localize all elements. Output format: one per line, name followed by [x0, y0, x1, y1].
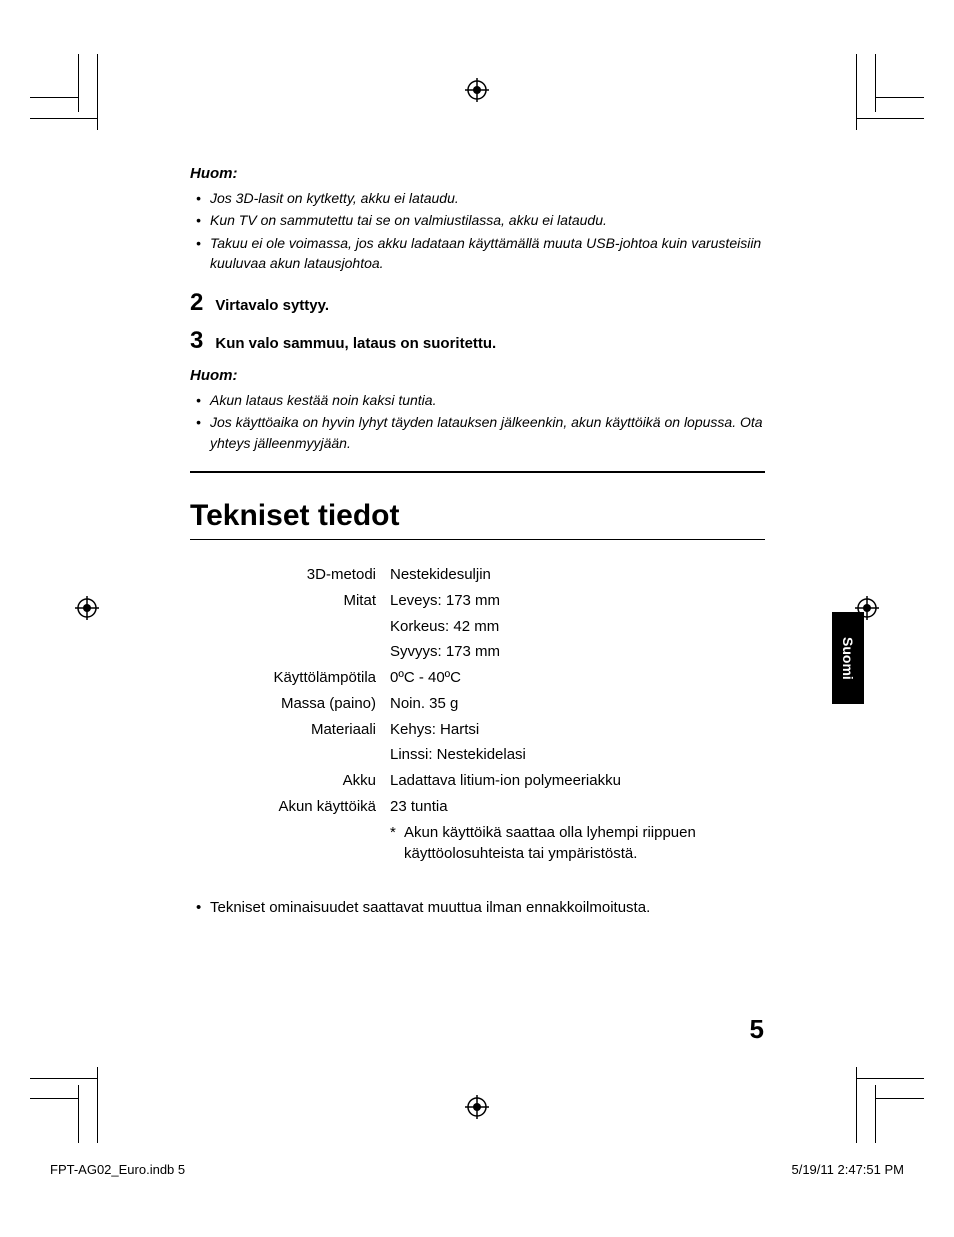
spec-value: Syvyys: 173 mm: [390, 641, 765, 667]
table-row: Akku Ladattava litium-ion polymeeriakku: [190, 770, 765, 796]
spec-value: Kehys: Hartsi: [390, 719, 765, 745]
note-item: Takuu ei ole voimassa, jos akku ladataan…: [190, 233, 765, 274]
spec-label: Käyttölämpötila: [190, 667, 390, 693]
table-row: 3D-metodi Nestekidesuljin: [190, 564, 765, 590]
language-tab: Suomi: [832, 612, 864, 704]
spec-value: 0ºC - 40ºC: [390, 667, 765, 693]
table-row: Korkeus: 42 mm: [190, 616, 765, 642]
step-text: Virtavalo syttyy.: [215, 297, 329, 314]
note-label: Huom:: [190, 165, 765, 182]
spec-value: Nestekidesuljin: [390, 564, 765, 590]
spec-value: Noin. 35 g: [390, 693, 765, 719]
note-item: Akun lataus kestää noin kaksi tuntia.: [190, 390, 765, 410]
registration-mark-icon: [75, 596, 99, 620]
spec-value: Ladattava litium-ion polymeeriakku: [390, 770, 765, 796]
note-item: Jos 3D-lasit on kytketty, akku ei lataud…: [190, 188, 765, 208]
spec-value: Leveys: 173 mm: [390, 590, 765, 616]
step: 2 Virtavalo syttyy.: [190, 291, 765, 315]
spec-label: Mitat: [190, 590, 390, 616]
step-number: 3: [190, 329, 203, 353]
final-note-list: Tekniset ominaisuudet saattavat muuttua …: [190, 899, 765, 916]
registration-mark-icon: [465, 1095, 489, 1119]
section-title: Tekniset tiedot: [190, 499, 765, 533]
note-list: Jos 3D-lasit on kytketty, akku ei lataud…: [190, 188, 765, 273]
note-item: Jos käyttöaika on hyvin lyhyt täyden lat…: [190, 412, 765, 453]
note-item: Kun TV on sammutettu tai se on valmiusti…: [190, 210, 765, 230]
table-row: Akun käyttöikä 23 tuntia: [190, 796, 765, 822]
step-text: Kun valo sammuu, lataus on suoritettu.: [215, 335, 496, 352]
spec-label: Massa (paino): [190, 693, 390, 719]
section-rule: [190, 539, 765, 540]
spec-label: Akku: [190, 770, 390, 796]
table-row: Mitat Leveys: 173 mm: [190, 590, 765, 616]
spec-value: Linssi: Nestekidelasi: [390, 744, 765, 770]
footnote-text: Akun käyttöikä saattaa olla lyhempi riip…: [404, 822, 765, 866]
footer-timestamp: 5/19/11 2:47:51 PM: [791, 1162, 904, 1177]
page-content: Huom: Jos 3D-lasit on kytketty, akku ei …: [190, 165, 765, 916]
table-row: * Akun käyttöikä saattaa olla lyhempi ri…: [190, 822, 765, 870]
note-list: Akun lataus kestää noin kaksi tuntia. Jo…: [190, 390, 765, 453]
section-rule: [190, 471, 765, 473]
step: 3 Kun valo sammuu, lataus on suoritettu.: [190, 329, 765, 353]
registration-mark-icon: [465, 78, 489, 102]
table-row: Materiaali Kehys: Hartsi: [190, 719, 765, 745]
table-row: Käyttölämpötila 0ºC - 40ºC: [190, 667, 765, 693]
spec-value: Korkeus: 42 mm: [390, 616, 765, 642]
footnote-star: *: [390, 822, 404, 866]
step-number: 2: [190, 291, 203, 315]
spec-label: Materiaali: [190, 719, 390, 745]
spec-footnote: * Akun käyttöikä saattaa olla lyhempi ri…: [390, 822, 765, 866]
spec-label: 3D-metodi: [190, 564, 390, 590]
final-note: Tekniset ominaisuudet saattavat muuttua …: [190, 899, 765, 916]
footer-filename: FPT-AG02_Euro.indb 5: [50, 1162, 185, 1177]
note-label: Huom:: [190, 367, 765, 384]
table-row: Syvyys: 173 mm: [190, 641, 765, 667]
spec-label: Akun käyttöikä: [190, 796, 390, 822]
page-number: 5: [750, 1014, 764, 1045]
table-row: Massa (paino) Noin. 35 g: [190, 693, 765, 719]
spec-value: 23 tuntia: [390, 796, 765, 822]
table-row: Linssi: Nestekidelasi: [190, 744, 765, 770]
spec-table: 3D-metodi Nestekidesuljin Mitat Leveys: …: [190, 564, 765, 869]
